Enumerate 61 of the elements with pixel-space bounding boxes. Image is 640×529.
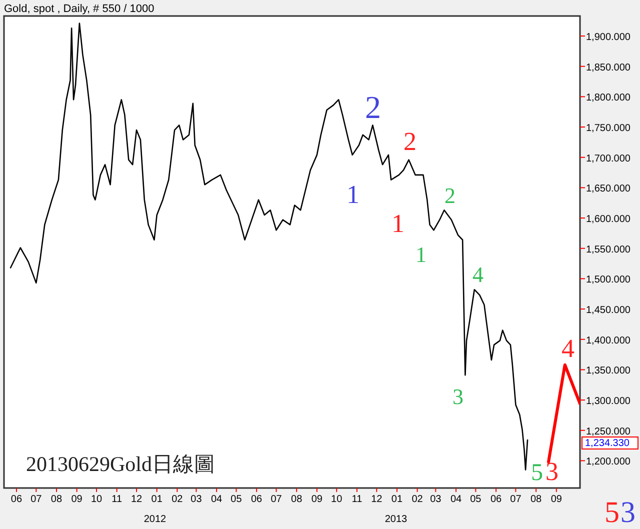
y-tick-label: 1,250.000 — [586, 426, 631, 438]
x-tick-label: 02 — [412, 494, 424, 505]
x-tick-label: 01 — [391, 494, 403, 505]
annotation: 3 — [452, 384, 464, 409]
x-tick-label: 06 — [490, 494, 502, 505]
text: 2013 — [384, 514, 408, 525]
y-tick-label: 1,500.000 — [586, 274, 631, 286]
y-tick-label: 1,750.000 — [586, 123, 631, 134]
x-tick-label: 06 — [251, 494, 263, 505]
x-tick-label: 08 — [291, 494, 303, 505]
x-tick-label: 04 — [210, 494, 223, 505]
x-tick-label: 12 — [130, 494, 143, 505]
text: 3 — [620, 496, 636, 529]
x-tick-label: 09 — [71, 494, 83, 505]
x-tick-label: 03 — [190, 494, 202, 505]
y-tick-label: 1,450.000 — [586, 305, 631, 316]
y-tick-label: 1,200.000 — [586, 456, 631, 468]
chart-title: Gold, spot , Daily, # 550 / 1000 — [4, 3, 154, 15]
x-tick-label: 01 — [151, 494, 163, 505]
x-tick-label: 10 — [331, 494, 343, 505]
annotation: 2 — [444, 183, 456, 208]
x-tick-label: 08 — [530, 494, 542, 505]
x-tick-label: 02 — [172, 494, 184, 505]
y-tick-label: 1,400.000 — [586, 335, 631, 346]
text: 5 — [604, 496, 620, 529]
text: 2012 — [144, 514, 167, 525]
x-tick-label: 05 — [470, 494, 482, 505]
annotation: 4 — [562, 334, 574, 363]
annotation: 20130629Gold日線圖 — [26, 452, 215, 476]
x-tick-label: 07 — [270, 494, 282, 505]
y-tick-label: 1,650.000 — [586, 184, 631, 195]
y-tick-label: 1,350.000 — [586, 366, 631, 377]
x-tick-label: 08 — [50, 494, 62, 505]
y-tick-label: 1,550.000 — [586, 244, 631, 256]
x-tick-label: 09 — [550, 494, 562, 505]
text: 1,234.330 — [585, 438, 630, 449]
annotation: 1 — [346, 180, 360, 209]
y-tick-label: 1,850.000 — [586, 62, 631, 74]
y-tick-label: 1,700.000 — [586, 153, 631, 164]
x-tick-label: 07 — [510, 494, 522, 505]
x-tick-label: 04 — [450, 494, 462, 505]
annotation: 4 — [472, 262, 484, 287]
annotation: 1 — [392, 209, 404, 238]
y-tick-label: 1,600.000 — [586, 214, 631, 226]
y-tick-label: 1,800.000 — [586, 92, 631, 104]
x-tick-label: 11 — [112, 494, 122, 505]
y-tick-label: 1,300.000 — [586, 396, 631, 408]
annotation: 1 — [416, 242, 426, 267]
x-tick-label: 03 — [430, 494, 442, 505]
x-tick-label: 09 — [311, 494, 323, 505]
x-tick-label: 10 — [90, 494, 102, 505]
annotation: 2 — [365, 89, 381, 125]
annotation: 3 — [546, 457, 558, 486]
annotation: 5 — [531, 460, 543, 486]
x-tick-label: 05 — [230, 494, 242, 505]
x-tick-label: 11 — [352, 494, 363, 505]
y-tick-label: 1,900.000 — [586, 32, 631, 44]
annotation: 2 — [404, 127, 416, 156]
x-tick-label: 12 — [371, 494, 383, 505]
x-tick-label: 06 — [10, 494, 22, 505]
x-tick-label: 07 — [30, 494, 42, 505]
